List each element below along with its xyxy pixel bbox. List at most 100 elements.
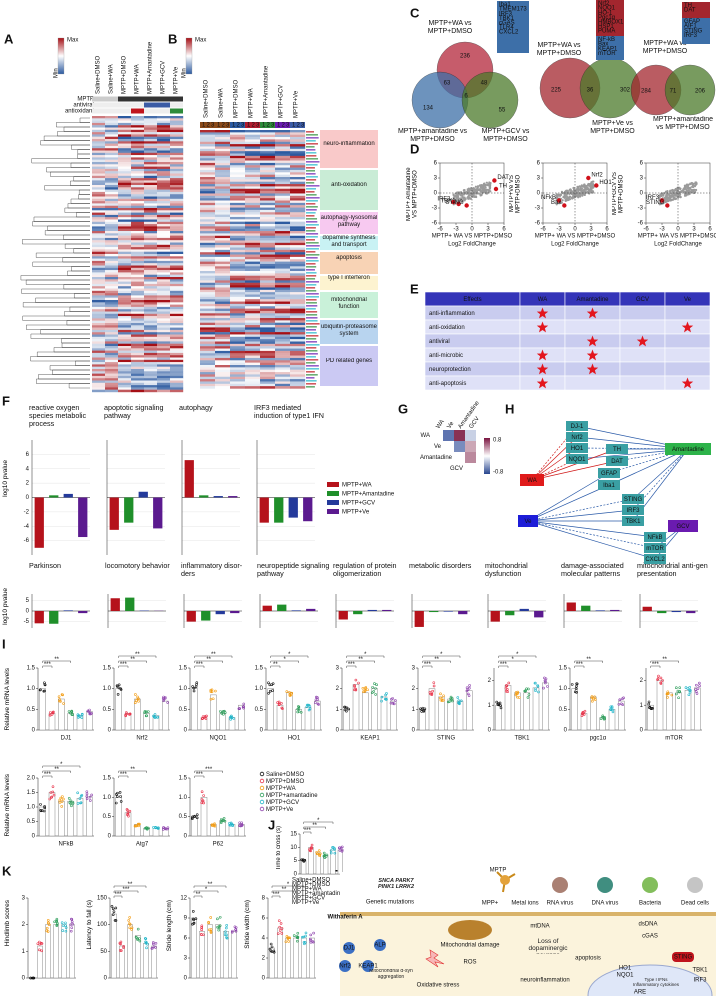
heat-cell <box>275 235 291 239</box>
table-cell <box>619 347 666 363</box>
heat-cell <box>157 187 171 190</box>
heat-cell <box>290 374 306 377</box>
heat-cell <box>92 263 106 266</box>
dendrogram <box>22 302 90 308</box>
heat-cell <box>157 208 171 211</box>
protein-node <box>374 939 386 951</box>
heat-cell <box>170 297 184 301</box>
table-cell <box>619 319 666 335</box>
heat-cell <box>290 327 306 330</box>
dot <box>163 827 167 830</box>
module-label-box: type I interferon <box>328 275 370 281</box>
significance: ** <box>282 887 287 893</box>
heat-cell <box>260 148 276 152</box>
heat-cell <box>290 245 306 248</box>
heat-cell <box>215 249 231 253</box>
heat-cell <box>275 322 291 326</box>
heat-cell <box>275 188 291 192</box>
heat-cell <box>144 187 158 190</box>
dendrogram <box>70 162 90 168</box>
venn-set-label-box: MPTP+WA vs MPTP+DMSO <box>537 42 582 57</box>
heat-cell <box>170 375 184 379</box>
heat-cell <box>275 278 291 281</box>
chart-title: STING <box>437 736 456 742</box>
heat-cell <box>275 266 291 269</box>
heat-cell <box>245 303 261 307</box>
gene-point <box>488 181 491 184</box>
gene-name: STING <box>684 28 703 34</box>
chart-title: mitochondrial dysfunction <box>485 562 528 578</box>
gene-node <box>598 480 620 490</box>
highlight-point <box>493 186 499 192</box>
heat-cell <box>118 129 132 133</box>
group-strip <box>215 122 230 128</box>
dot <box>118 941 122 945</box>
gene-box <box>596 36 624 60</box>
dot <box>363 689 367 693</box>
heat-cell <box>215 172 231 175</box>
row-label: Ve <box>434 444 442 450</box>
module-box <box>320 170 378 210</box>
legend-min: Min <box>182 68 188 78</box>
gene-point <box>672 198 675 201</box>
sig-bracket <box>118 770 147 773</box>
heat-cell <box>131 116 145 119</box>
heat-cell <box>230 379 246 382</box>
heat-cell <box>144 323 158 326</box>
heat-cell <box>105 311 119 314</box>
dot <box>166 827 169 831</box>
heat-cell <box>215 383 231 387</box>
heat-cell <box>260 322 276 326</box>
dot <box>302 935 305 939</box>
heat-cell <box>144 279 158 282</box>
edge <box>527 520 656 549</box>
gene-point <box>484 186 487 189</box>
heat-cell <box>170 185 184 188</box>
bar <box>49 611 59 624</box>
heat-cell <box>170 288 184 291</box>
heat-cell <box>215 327 231 330</box>
heat-cell <box>131 150 145 153</box>
dot <box>618 698 622 702</box>
heat-cell <box>275 254 291 258</box>
heat-cell <box>290 144 306 147</box>
gene-point <box>452 196 455 199</box>
dendrogram <box>49 365 90 371</box>
gene-point <box>689 182 692 185</box>
heat-cell <box>245 334 261 337</box>
y-axis-label-box: Relative mRNA levels <box>4 668 11 731</box>
dendrogram <box>62 257 90 263</box>
heat-cell <box>230 214 246 218</box>
heat-cell <box>290 329 306 333</box>
heat-cell <box>131 389 145 393</box>
bar <box>456 700 464 731</box>
heat-cell <box>105 251 119 255</box>
diagram-label-box: Type I IFNs Inflammatory cytokines <box>633 978 679 987</box>
group-number: 2 <box>297 123 301 129</box>
heat-cell <box>131 295 145 298</box>
heat-cell <box>260 167 276 171</box>
heat-cell <box>170 306 184 310</box>
heat-cell <box>105 129 119 133</box>
heat-cell <box>245 191 261 194</box>
gene-point <box>583 183 586 186</box>
heat-cell <box>144 189 158 193</box>
gene-name <box>306 314 318 316</box>
heat-cell <box>290 165 306 168</box>
dot <box>200 798 204 801</box>
heat-cell <box>105 267 119 271</box>
gene-point <box>691 182 695 185</box>
heat-cell <box>92 116 106 119</box>
drug-label: Ve <box>524 519 532 525</box>
heat-cell <box>230 247 246 251</box>
heat-cell <box>215 278 231 281</box>
heat-cell <box>157 325 171 328</box>
dot <box>297 710 301 713</box>
dot <box>70 926 74 929</box>
y-tick-label: 6 <box>537 161 541 167</box>
heat-cell <box>260 214 276 218</box>
dot <box>695 683 698 687</box>
heat-cell <box>118 369 132 372</box>
dendrogram <box>79 117 90 123</box>
group-number: 3 <box>286 123 290 129</box>
